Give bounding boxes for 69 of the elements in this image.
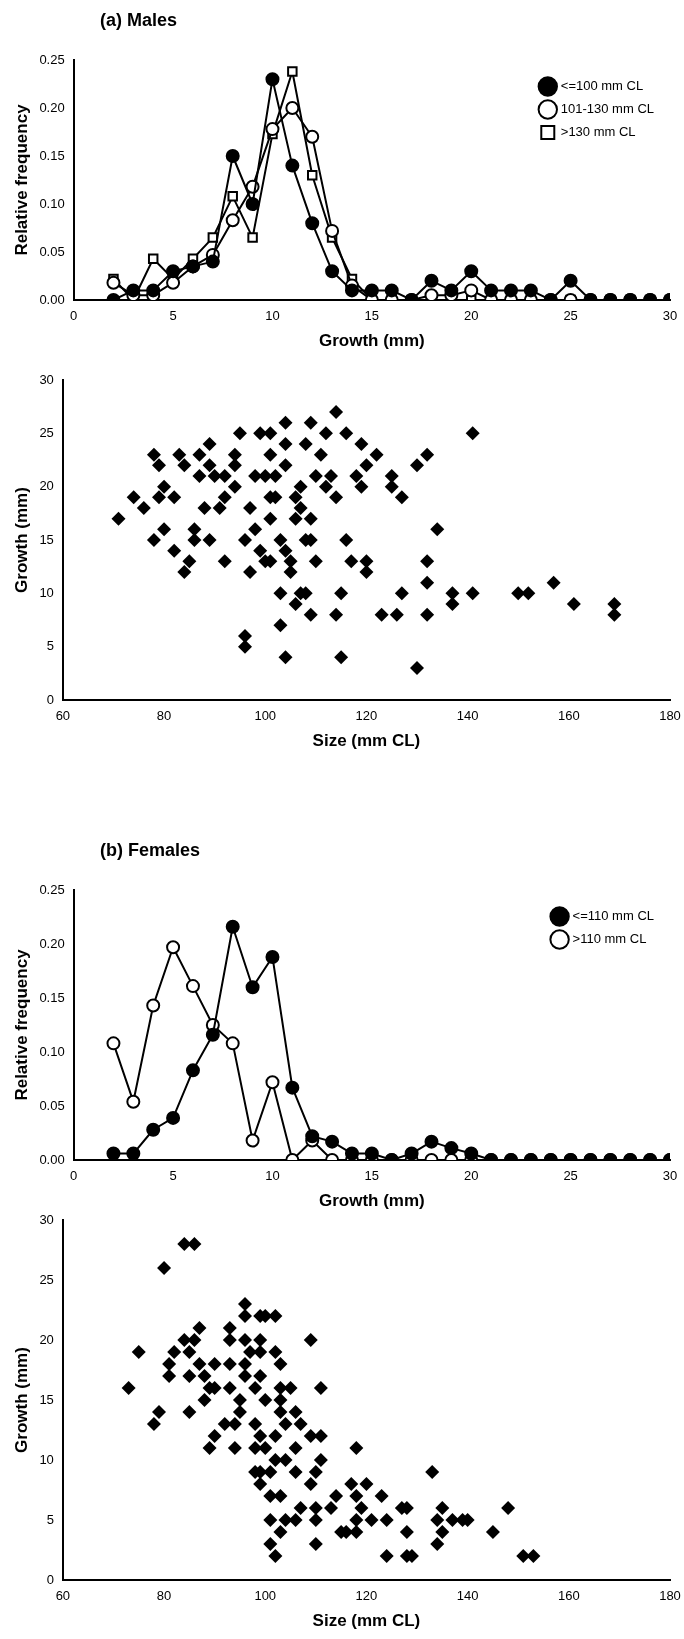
y-axis-title: Growth (mm) [11, 1347, 31, 1453]
x-tick-label: 60 [55, 708, 71, 724]
x-tick-label: 0 [70, 308, 78, 324]
x-tick-label: 180 [659, 708, 681, 724]
y-tick-label: 0.05 [39, 1097, 65, 1113]
y-axis-title: Growth (mm) [11, 487, 31, 593]
y-tick-label: 0.15 [39, 147, 65, 163]
x-tick-label: 120 [355, 1588, 378, 1604]
x-axis-title: Size (mm CL) [312, 1611, 421, 1631]
x-tick-label: 10 [265, 1168, 280, 1184]
x-tick-label: 30 [662, 308, 678, 324]
y-tick-label: 30 [39, 371, 54, 387]
x-tick-label: 140 [456, 708, 479, 724]
y-axis-title: Relative frequency [11, 948, 31, 1101]
x-tick-label: 25 [563, 1168, 578, 1184]
x-tick-label: 160 [557, 708, 580, 724]
x-tick-label: 10 [265, 308, 280, 324]
x-axis-title: Growth (mm) [318, 331, 425, 351]
x-tick-label: 160 [557, 1588, 580, 1604]
y-tick-label: 30 [39, 1211, 54, 1227]
y-tick-label: 25 [39, 424, 54, 440]
x-tick-label: 20 [464, 1168, 479, 1184]
y-tick-label: 10 [39, 584, 54, 600]
x-tick-label: 0 [70, 1168, 78, 1184]
y-tick-label: 0 [46, 1571, 54, 1587]
y-tick-label: 0.10 [39, 1043, 65, 1059]
y-tick-label: 5 [46, 1511, 54, 1527]
y-tick-label: 0.00 [39, 1151, 65, 1167]
y-tick-label: 0.25 [39, 881, 65, 897]
x-tick-label: 80 [156, 1588, 172, 1604]
chart-title: (b) Females [100, 840, 201, 861]
x-axis-title: Growth (mm) [318, 1191, 425, 1211]
x-tick-label: 15 [364, 1168, 380, 1184]
y-tick-label: 0.25 [39, 51, 65, 67]
y-tick-label: 25 [39, 1271, 54, 1287]
x-tick-label: 5 [169, 308, 177, 324]
y-tick-label: 0.20 [39, 99, 65, 115]
x-tick-label: 20 [464, 308, 479, 324]
y-tick-label: 10 [39, 1451, 54, 1467]
chart-title: (a) Males [100, 10, 178, 31]
y-tick-label: 0.10 [39, 195, 65, 211]
legend-label: <=110 mm CL [572, 908, 655, 924]
legend-label: <=100 mm CL [560, 78, 644, 94]
y-tick-label: 5 [46, 638, 54, 654]
y-tick-label: 15 [39, 531, 54, 547]
x-tick-label: 60 [55, 1588, 71, 1604]
x-axis-title: Size (mm CL) [312, 731, 421, 751]
x-tick-label: 80 [156, 708, 172, 724]
legend-label: 101-130 mm CL [560, 101, 655, 117]
x-tick-label: 5 [169, 1168, 177, 1184]
x-tick-label: 25 [563, 308, 578, 324]
x-tick-label: 100 [254, 708, 277, 724]
x-tick-label: 30 [662, 1168, 678, 1184]
x-tick-label: 180 [659, 1588, 681, 1604]
x-tick-label: 100 [254, 1588, 277, 1604]
x-tick-label: 120 [355, 708, 378, 724]
y-tick-label: 0.15 [39, 989, 65, 1005]
x-tick-label: 140 [456, 1588, 479, 1604]
x-tick-label: 15 [364, 308, 380, 324]
y-axis-title: Relative frequency [11, 103, 31, 256]
y-tick-label: 0.05 [39, 243, 65, 259]
legend-label: >130 mm CL [560, 124, 636, 140]
y-tick-label: 15 [39, 1391, 54, 1407]
legend-label: >110 mm CL [572, 931, 647, 947]
y-tick-label: 20 [39, 478, 54, 494]
y-tick-label: 0.20 [39, 935, 65, 951]
y-tick-label: 0 [46, 691, 54, 707]
y-tick-label: 0.00 [39, 291, 65, 307]
y-tick-label: 20 [39, 1331, 54, 1347]
